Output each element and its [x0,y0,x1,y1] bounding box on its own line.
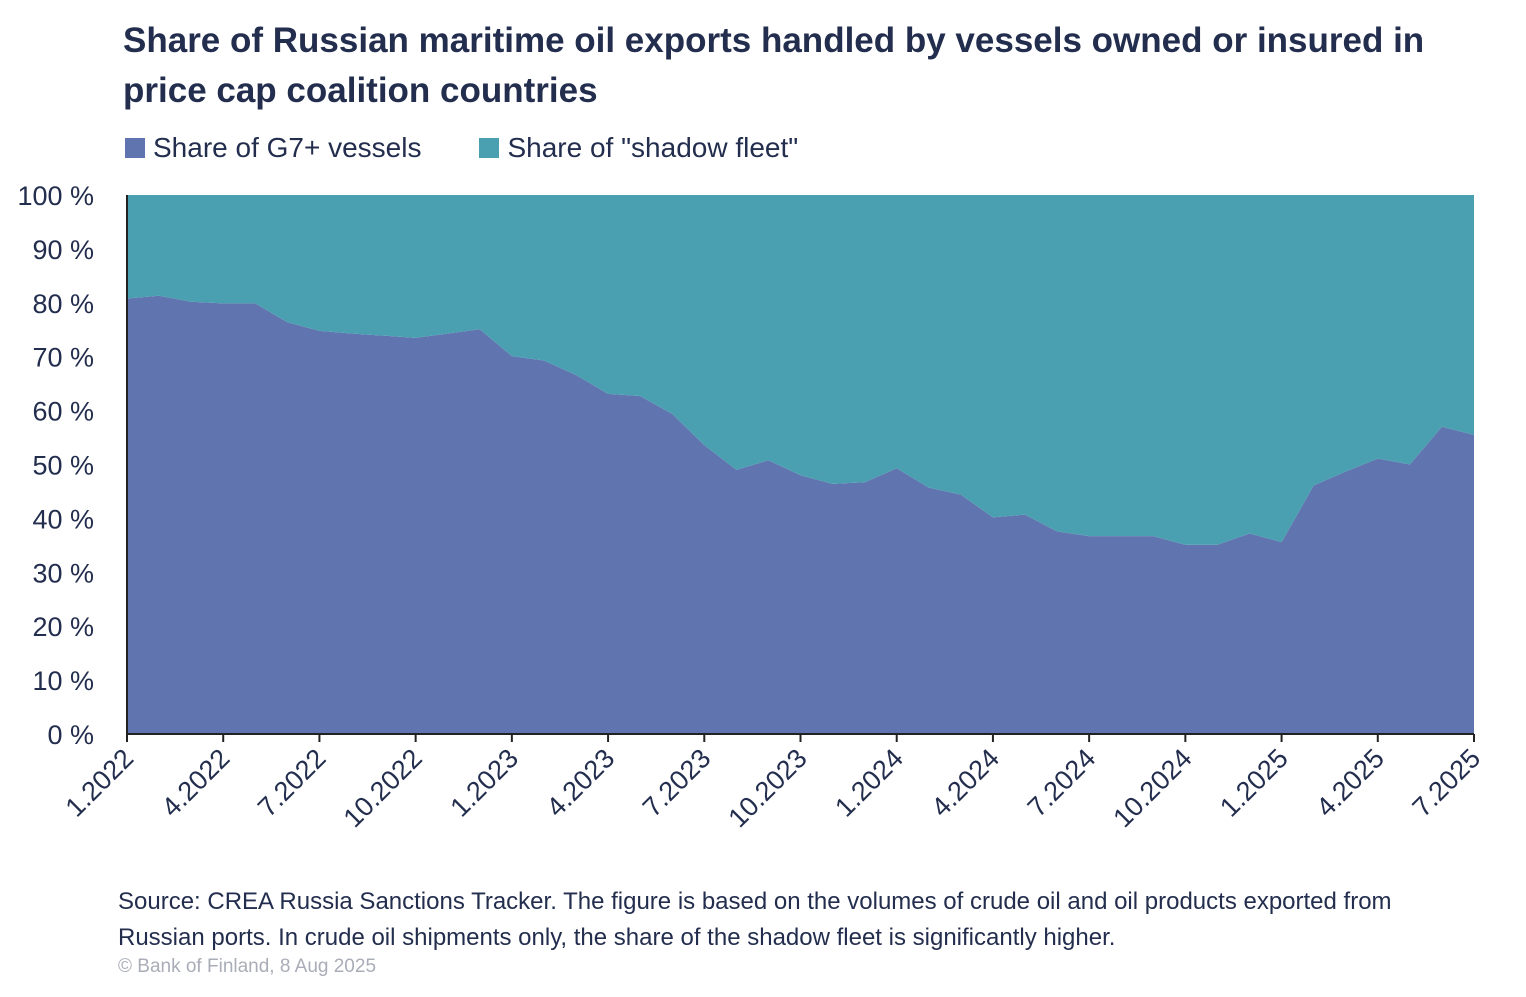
legend-label-shadow-fleet: Share of "shadow fleet" [507,132,799,163]
x-tick-label: 4.2022 [156,743,236,823]
x-tick-label: 10.2024 [1107,743,1197,833]
x-tick-label: 10.2022 [338,743,428,833]
y-tick-label: 40 % [32,504,94,534]
y-tick-label: 0 % [47,720,94,750]
area-series-shadow-fleet [127,195,1474,545]
area-series-g7-vessels [127,295,1474,734]
x-tick-label: 1.2022 [60,743,140,823]
area-chart: 0 % 10 % 20 % 30 % 40 % 50 % 60 % 70 % 80 % 90 % 1… [17,181,1487,833]
y-axis: 0 % 10 % 20 % 30 % 40 % 50 % 60 % 70 % 80 % 90 % 1… [17,181,128,750]
source-note: Source: CREA Russia Sanctions Tracker. T… [118,888,1392,951]
y-tick-label: 10 % [32,666,94,696]
y-tick-label: 70 % [32,343,94,373]
x-tick-label: 7.2025 [1407,743,1487,823]
x-tick-label: 4.2025 [1310,743,1390,823]
chart-legend: Share of G7+ vessels Share of "shadow fl… [125,128,856,168]
x-tick-label: 4.2024 [926,743,1006,823]
x-tick-label: 1.2025 [1214,743,1294,823]
y-tick-label: 30 % [32,558,94,588]
copyright-notice: © Bank of Finland, 8 Aug 2025 [118,956,377,977]
legend-item-g7: Share of G7+ vessels [125,132,421,164]
y-tick-label: 20 % [32,612,94,642]
legend-swatch-g7 [125,138,145,158]
x-tick-label: 1.2024 [829,743,909,823]
legend-label-g7: Share of G7+ vessels [153,132,422,163]
y-tick-label: 60 % [32,397,94,427]
x-tick-label: 1.2023 [444,743,524,823]
plot-area [127,195,1474,734]
y-tick-label: 80 % [32,289,94,319]
legend-item-shadow-fleet: Share of "shadow fleet" [479,132,798,164]
x-tick-label: 7.2022 [252,743,332,823]
y-tick-label: 50 % [32,451,94,481]
x-tick-label: 7.2024 [1022,743,1102,823]
x-tick-label: 4.2023 [541,743,621,823]
y-tick-label: 100 % [17,181,94,211]
legend-swatch-shadow-fleet [479,138,500,158]
y-tick-label: 90 % [32,235,94,265]
x-tick-label: 10.2023 [723,743,813,833]
chart-title: Share of Russian maritime oil exports ha… [123,21,1425,110]
x-tick-label: 7.2023 [637,743,717,823]
x-axis: 1.2022 4.2022 7.2022 10.2022 1.2023 4.2023 7.2… [60,733,1487,833]
